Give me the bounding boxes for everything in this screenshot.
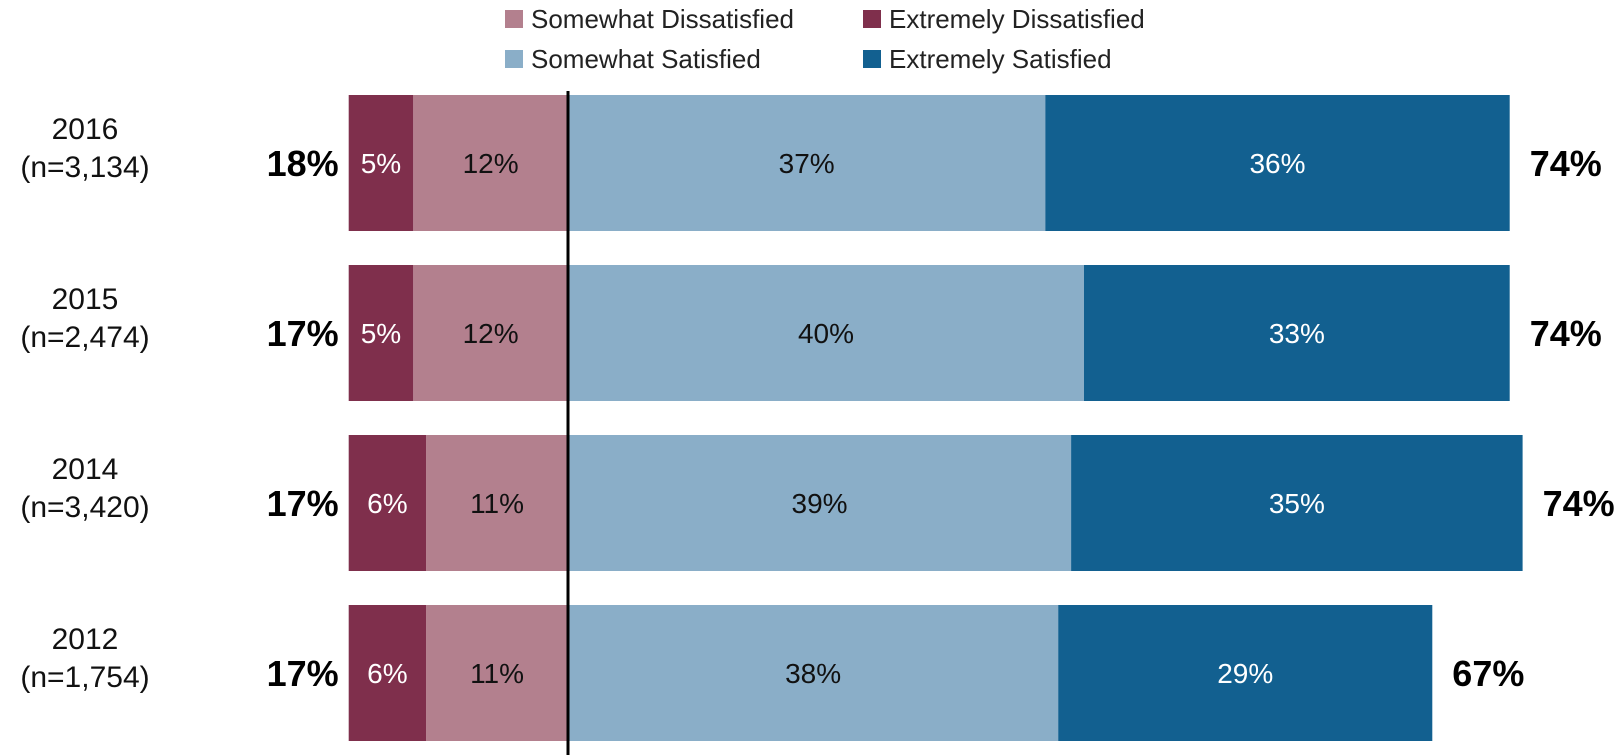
data-label-somewhat-dissatisfied: 12% bbox=[463, 318, 519, 349]
legend: Somewhat Dissatisfied Extremely Dissatisf… bbox=[505, 4, 1145, 74]
bar-segment-somewhat-dissatisfied bbox=[426, 435, 568, 571]
bar-segment-somewhat-satisfied bbox=[568, 435, 1072, 571]
data-label-extremely-satisfied: 36% bbox=[1249, 148, 1305, 179]
category-labels: 2016 (n=3,134) 2015 (n=2,474) 2014 (n=3,420) 2… bbox=[20, 113, 149, 694]
bar-segment-somewhat-satisfied bbox=[568, 265, 1084, 401]
legend-swatch-extremely-satisfied bbox=[863, 50, 881, 68]
bar-segment-extremely-dissatisfied bbox=[348, 95, 414, 231]
data-label-extremely-dissatisfied: 5% bbox=[361, 318, 401, 349]
total-satisfied-label: 67% bbox=[1452, 653, 1524, 694]
data-label-extremely-satisfied: 29% bbox=[1217, 658, 1273, 689]
data-label-extremely-dissatisfied: 6% bbox=[367, 658, 407, 689]
legend-swatch-extremely-dissatisfied bbox=[863, 10, 881, 28]
data-label-extremely-satisfied: 35% bbox=[1269, 488, 1325, 519]
total-dissatisfied-label: 17% bbox=[267, 483, 339, 524]
bar-segment-extremely-satisfied bbox=[1084, 265, 1510, 401]
bar-segment-somewhat-dissatisfied bbox=[413, 265, 568, 401]
data-label-somewhat-satisfied: 40% bbox=[798, 318, 854, 349]
legend-label-somewhat-dissatisfied: Somewhat Dissatisfied bbox=[531, 4, 794, 34]
total-satisfied-label: 74% bbox=[1530, 143, 1602, 184]
data-label-extremely-satisfied: 33% bbox=[1269, 318, 1325, 349]
bar-segment-somewhat-dissatisfied bbox=[413, 95, 568, 231]
bar-segment-extremely-satisfied bbox=[1058, 605, 1433, 741]
bar-segment-somewhat-satisfied bbox=[568, 605, 1059, 741]
data-label-somewhat-satisfied: 39% bbox=[792, 488, 848, 519]
category-label: 2012 (n=1,754) bbox=[20, 623, 149, 694]
totals: 18% 74% 17% 74% 17% 74% 17% 67% bbox=[267, 143, 1615, 694]
category-label: 2015 (n=2,474) bbox=[20, 283, 149, 354]
total-dissatisfied-label: 18% bbox=[267, 143, 339, 184]
legend-label-extremely-dissatisfied: Extremely Dissatisfied bbox=[889, 4, 1145, 34]
legend-label-somewhat-satisfied: Somewhat Satisfied bbox=[531, 44, 761, 74]
bar-segment-extremely-dissatisfied bbox=[348, 605, 427, 741]
category-label: 2014 (n=3,420) bbox=[20, 453, 149, 524]
total-dissatisfied-label: 17% bbox=[267, 313, 339, 354]
total-satisfied-label: 74% bbox=[1543, 483, 1615, 524]
data-label-extremely-dissatisfied: 6% bbox=[367, 488, 407, 519]
legend-label-extremely-satisfied: Extremely Satisfied bbox=[889, 44, 1112, 74]
data-label-extremely-dissatisfied: 5% bbox=[361, 148, 401, 179]
bar-segment-extremely-dissatisfied bbox=[348, 435, 427, 571]
bar-segment-extremely-satisfied bbox=[1045, 95, 1510, 231]
data-label-somewhat-dissatisfied: 11% bbox=[470, 488, 524, 519]
data-label-somewhat-dissatisfied: 11% bbox=[470, 658, 524, 689]
data-label-somewhat-satisfied: 37% bbox=[779, 148, 835, 179]
category-label: 2016 (n=3,134) bbox=[20, 113, 149, 184]
data-label-somewhat-satisfied: 38% bbox=[785, 658, 841, 689]
total-dissatisfied-label: 17% bbox=[267, 653, 339, 694]
bars: 12% 5% 37% 36% 12% 5% 40% 33% 11% 6% 39% 35% 11% 6% 38… bbox=[348, 95, 1523, 741]
legend-swatch-somewhat-satisfied bbox=[505, 50, 523, 68]
bar-segment-extremely-satisfied bbox=[1071, 435, 1523, 571]
bar-segment-somewhat-dissatisfied bbox=[426, 605, 568, 741]
legend-swatch-somewhat-dissatisfied bbox=[505, 10, 523, 28]
bar-segment-extremely-dissatisfied bbox=[348, 265, 414, 401]
data-label-somewhat-dissatisfied: 12% bbox=[463, 148, 519, 179]
total-satisfied-label: 74% bbox=[1530, 313, 1602, 354]
bar-segment-somewhat-satisfied bbox=[568, 95, 1046, 231]
